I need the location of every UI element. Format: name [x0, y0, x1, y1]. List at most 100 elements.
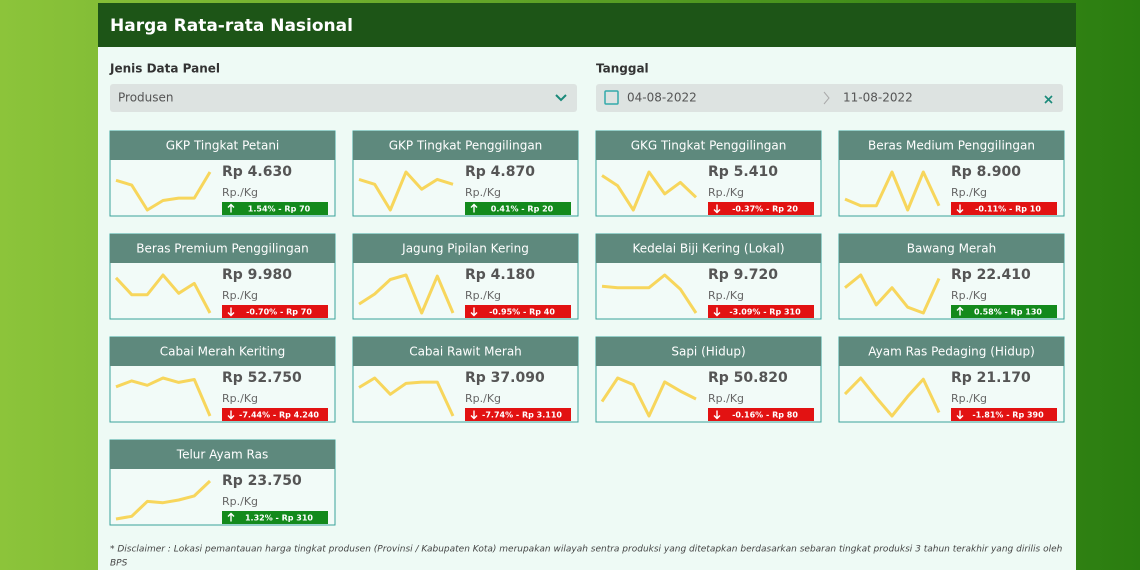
sparkline — [600, 376, 697, 418]
sparkline — [115, 479, 212, 521]
price: Rp 9.980 — [222, 267, 292, 283]
change-text: -0.16% - Rp 80 — [732, 411, 798, 420]
unit: Rp./Kg — [951, 186, 987, 199]
sparkline — [358, 273, 455, 315]
unit: Rp./Kg — [465, 392, 501, 405]
change-badge — [951, 305, 1057, 318]
date-separator — [823, 91, 830, 105]
price: Rp 23.750 — [222, 473, 302, 489]
dropdown-chevron — [555, 94, 567, 102]
change-badge — [222, 305, 328, 318]
change-arrow — [956, 410, 964, 420]
card-header — [596, 337, 821, 366]
disclaimer: * Disclaimer : Lokasi pemantauan harga t… — [110, 545, 1063, 555]
card-header — [110, 131, 335, 160]
cards: GKP Tingkat Petani Rp 4.630 Rp./Kg 1.54% - … — [109, 130, 1065, 526]
clear-button[interactable] — [1044, 95, 1053, 104]
sparkline — [115, 171, 212, 212]
change-text: -0.11% - Rp 10 — [975, 205, 1041, 214]
sparkline — [358, 170, 454, 212]
change-arrow — [470, 410, 478, 420]
card-header — [353, 234, 578, 263]
price: Rp 21.170 — [951, 370, 1031, 386]
change-text: 1.32% - Rp 310 — [245, 514, 313, 523]
calendar-icon — [604, 90, 619, 105]
change-arrow — [470, 307, 478, 317]
card-title: Kedelai Biji Kering (Lokal) — [632, 242, 784, 256]
change-text: -7.74% - Rp 3.110 — [482, 411, 562, 420]
price: Rp 50.820 — [708, 370, 788, 386]
change-text: -0.95% - Rp 40 — [489, 308, 555, 317]
unit: Rp./Kg — [708, 392, 744, 405]
card-header — [596, 234, 821, 263]
price: Rp 52.750 — [222, 370, 302, 386]
sparkline — [843, 376, 941, 418]
change-text: 0.41% - Rp 20 — [491, 205, 554, 214]
unit: Rp./Kg — [465, 289, 501, 302]
price: Rp 5.410 — [708, 164, 778, 180]
card-title: Telur Ayam Ras — [176, 448, 268, 462]
change-arrow — [227, 512, 235, 522]
change-badge — [222, 511, 328, 524]
sparkline — [114, 273, 212, 314]
sparkline — [358, 376, 455, 417]
price: Rp 4.870 — [465, 164, 535, 180]
price: Rp 22.410 — [951, 267, 1031, 283]
change-arrow — [713, 204, 721, 214]
sparkline — [115, 376, 212, 417]
unit: Rp./Kg — [465, 186, 501, 199]
card-header — [596, 131, 821, 160]
card-title: Cabai Rawit Merah — [409, 345, 522, 359]
change-badge — [222, 408, 328, 421]
card-title: GKG Tingkat Penggilingan — [631, 139, 787, 153]
change-badge — [708, 408, 814, 421]
change-badge — [465, 202, 571, 215]
sparkline — [601, 273, 698, 314]
change-text: -0.70% - Rp 70 — [246, 308, 312, 317]
card-header — [110, 234, 335, 263]
card-title: Beras Premium Penggilingan — [136, 242, 308, 256]
dropdown-value: Produsen — [118, 91, 174, 105]
change-text: -1.81% - Rp 390 — [972, 411, 1044, 420]
unit: Rp./Kg — [951, 289, 987, 302]
card-header — [353, 337, 578, 366]
price: Rp 4.180 — [465, 267, 535, 283]
card-header — [353, 131, 578, 160]
unit: Rp./Kg — [708, 289, 744, 302]
card-title: GKP Tingkat Penggilingan — [389, 139, 543, 153]
card-header — [839, 337, 1064, 366]
change-badge — [708, 202, 814, 215]
change-badge — [708, 305, 814, 318]
header-title: Harga Rata-rata Nasional — [110, 16, 353, 36]
unit: Rp./Kg — [222, 289, 258, 302]
change-text: 0.58% - Rp 130 — [974, 308, 1042, 317]
change-arrow — [227, 307, 235, 317]
card-header — [110, 337, 335, 366]
change-arrow — [956, 204, 964, 214]
change-text: -3.09% - Rp 310 — [729, 308, 801, 317]
unit: Rp./Kg — [222, 495, 258, 508]
card-title: Ayam Ras Pedaging (Hidup) — [868, 345, 1035, 359]
card-title: Jagung Pipilan Kering — [401, 242, 529, 256]
change-text: 1.54% - Rp 70 — [248, 205, 311, 214]
sparkline — [844, 273, 941, 315]
unit: Rp./Kg — [708, 186, 744, 199]
change-arrow — [713, 410, 721, 420]
date-start: 04-08-2022 — [627, 91, 697, 105]
change-badge — [465, 305, 571, 318]
change-badge — [222, 202, 328, 215]
filter-label: Tanggal — [596, 62, 649, 76]
change-badge — [951, 408, 1057, 421]
panel-dropdown[interactable] — [110, 84, 577, 112]
change-badge — [465, 408, 571, 421]
card-header — [839, 131, 1064, 160]
card-title: Bawang Merah — [907, 242, 996, 256]
change-arrow — [713, 307, 721, 317]
unit: Rp./Kg — [222, 392, 258, 405]
change-badge — [951, 202, 1057, 215]
price: Rp 4.630 — [222, 164, 292, 180]
sparkline — [844, 170, 941, 212]
card-title: Beras Medium Penggilingan — [868, 139, 1035, 153]
unit: Rp./Kg — [222, 186, 258, 199]
